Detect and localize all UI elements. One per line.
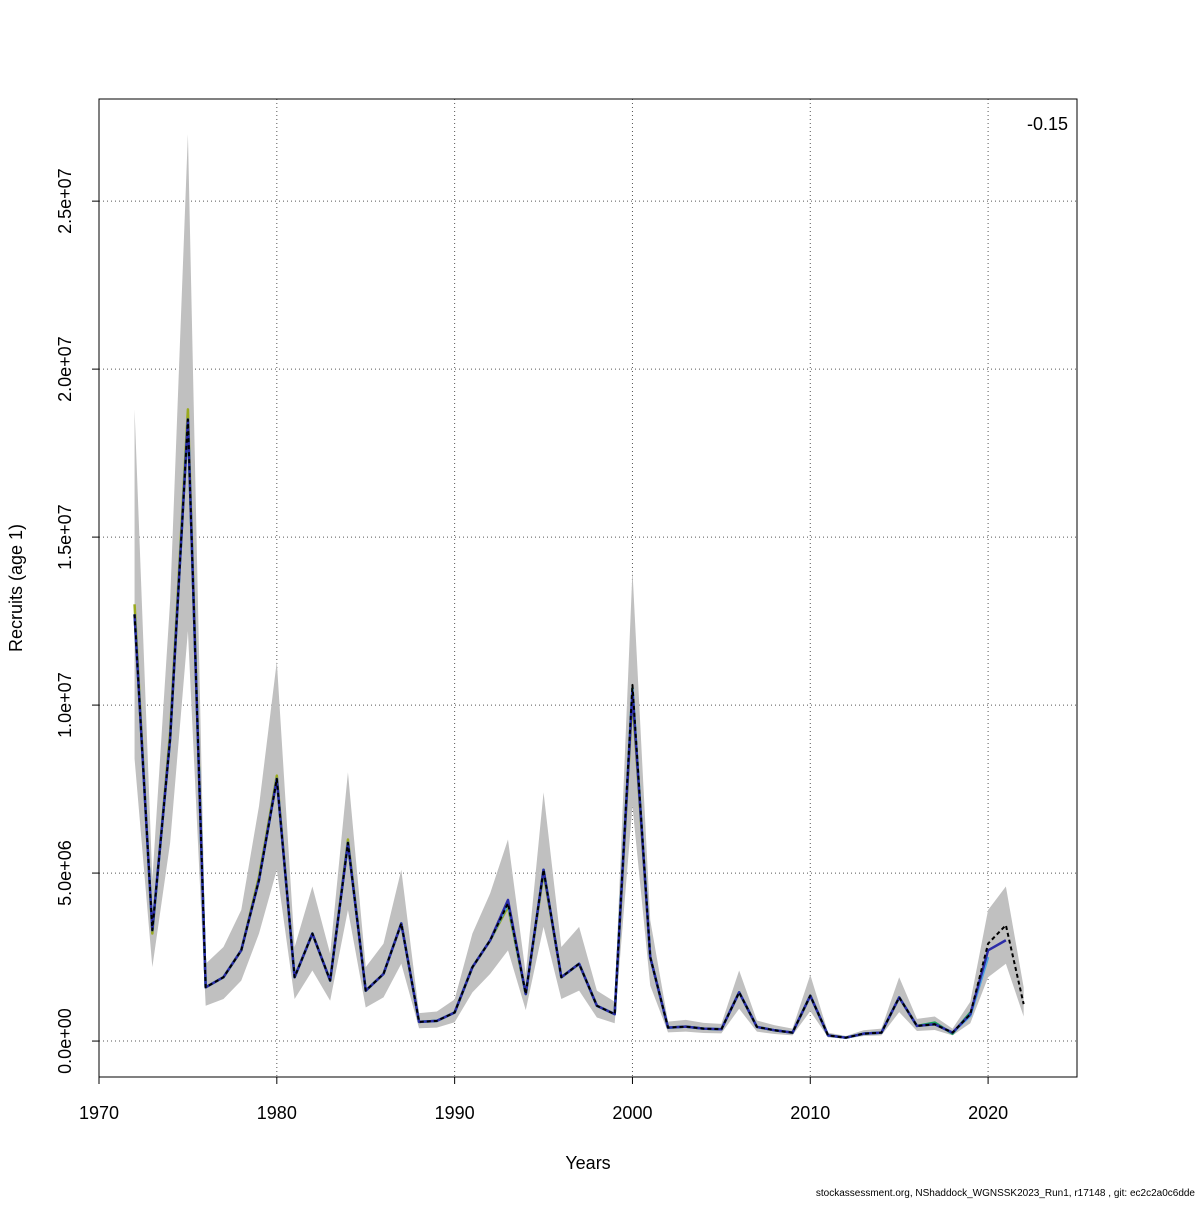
footer: stockassessment.org, NShaddock_WGNSSK202… bbox=[816, 1188, 1196, 1199]
y-tick-label: 1.5e+07 bbox=[55, 504, 75, 570]
annotation: -0.15 bbox=[1027, 114, 1068, 134]
y-tick-label: 2.5e+07 bbox=[55, 168, 75, 234]
x-axis-label: Years bbox=[565, 1153, 610, 1173]
x-tick-label: 1980 bbox=[257, 1103, 297, 1123]
x-tick-label: 2010 bbox=[790, 1103, 830, 1123]
y-tick-label: 2.0e+07 bbox=[55, 336, 75, 402]
series-line bbox=[133, 408, 954, 1039]
x-tick-label: 2000 bbox=[612, 1103, 652, 1123]
series-line bbox=[133, 418, 1025, 1039]
plot-frame bbox=[98, 98, 1078, 1078]
x-tick-label: 2020 bbox=[968, 1103, 1008, 1123]
y-axis-label: Recruits (age 1) bbox=[6, 524, 26, 652]
y-tick-label: 0.0e+00 bbox=[55, 1008, 75, 1074]
x-tick-label: 1990 bbox=[435, 1103, 475, 1123]
series-line bbox=[133, 418, 990, 1039]
confidence-band bbox=[134, 133, 1024, 1039]
x-tick-label: 1970 bbox=[79, 1103, 119, 1123]
y-tick-label: 1.0e+07 bbox=[55, 672, 75, 738]
y-tick-label: 5.0e+06 bbox=[55, 840, 75, 906]
